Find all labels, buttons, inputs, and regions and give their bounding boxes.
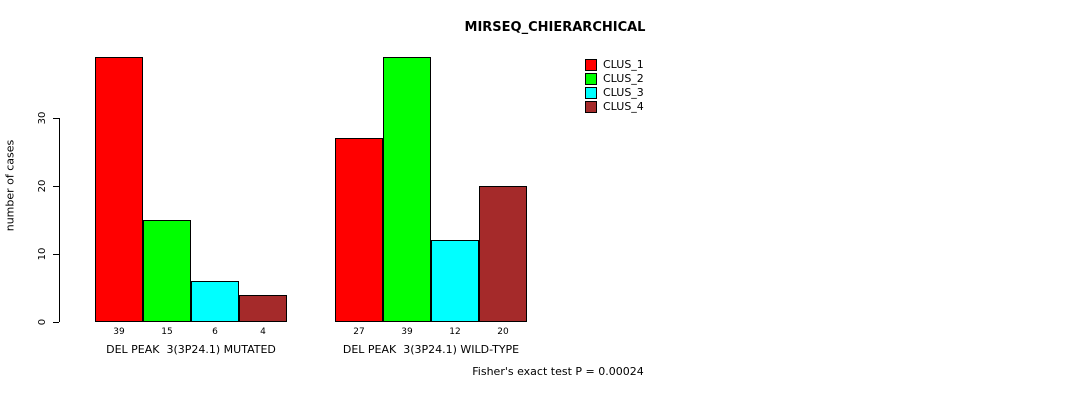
legend-entry: CLUS_3 (585, 86, 644, 99)
y-axis-tick (53, 185, 59, 187)
bar-clus_3 (431, 240, 479, 322)
bar-clus_3 (191, 281, 239, 322)
bar-value-label: 6 (212, 327, 218, 337)
legend-entry: CLUS_1 (585, 58, 644, 71)
y-axis-tick-label: 10 (36, 247, 48, 261)
y-axis-tick (53, 253, 59, 255)
y-axis-tick (53, 321, 59, 323)
legend-label: CLUS_2 (603, 72, 644, 85)
bar-group: 27 39 12 20 DEL PEAK 3(3P24.1) WILD-TYPE (335, 40, 527, 356)
fisher-test-annotation: Fisher's exact test P = 0.00024 (472, 365, 644, 378)
bar-value-label: 15 (161, 327, 173, 337)
bar-value-label: 20 (497, 327, 509, 337)
bar-value-label: 4 (260, 327, 266, 337)
bar-clus_2 (143, 220, 191, 322)
plot-area: 0 10 20 30 39 15 6 4 DEL PEAK 3(3P24.1) MUTATED… (37, 40, 560, 356)
y-axis-tick-label: 0 (36, 318, 48, 326)
y-axis-tick-label: 20 (36, 179, 48, 193)
legend-label: CLUS_1 (603, 58, 644, 71)
bar-clus_1 (95, 56, 143, 322)
category-label: DEL PEAK 3(3P24.1) WILD-TYPE (342, 343, 520, 356)
bar-value-label: 39 (113, 327, 125, 337)
chart-title: MIRSEQ_CHIERARCHICAL (464, 20, 646, 35)
bar-group: 39 15 6 4 DEL PEAK 3(3P24.1) MUTATED (95, 40, 287, 356)
legend-swatch (585, 72, 597, 85)
category-label: DEL PEAK 3(3P24.1) MUTATED (106, 343, 276, 356)
y-axis-tick (53, 117, 59, 119)
y-axis-label: number of cases (3, 139, 17, 232)
bar-clus_2 (383, 56, 431, 322)
legend-label: CLUS_3 (603, 86, 644, 99)
bar-clus_1 (335, 138, 383, 322)
legend-entry: CLUS_4 (585, 100, 644, 113)
bar-value-label: 12 (449, 327, 461, 337)
bar-clus_4 (239, 294, 287, 322)
y-axis-line (59, 118, 60, 322)
legend-entry: CLUS_2 (585, 72, 644, 85)
bar-value-label: 39 (401, 327, 413, 337)
legend: CLUS_1 CLUS_2 CLUS_3 CLUS_4 (585, 58, 644, 114)
bar-value-label: 27 (353, 327, 365, 337)
bar-clus_4 (479, 186, 527, 322)
legend-swatch (585, 86, 597, 99)
y-axis-tick-label: 30 (36, 111, 48, 125)
legend-swatch (585, 100, 597, 113)
legend-swatch (585, 58, 597, 71)
legend-label: CLUS_4 (603, 100, 644, 113)
